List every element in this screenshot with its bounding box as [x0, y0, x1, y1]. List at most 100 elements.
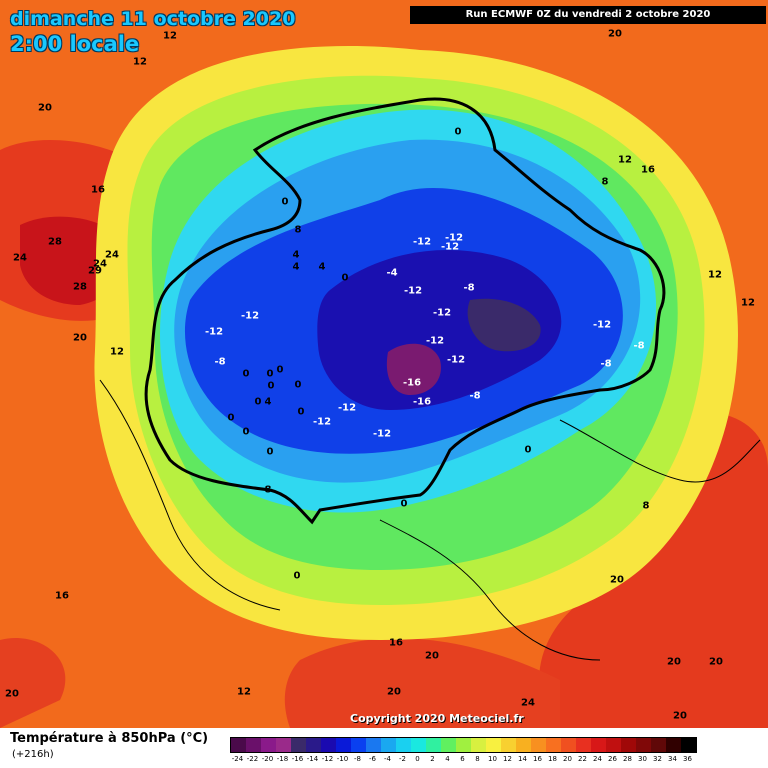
isotherm-label: 20	[5, 688, 19, 700]
isotherm-label: 8	[294, 224, 302, 236]
forecast-offset: (+216h)	[12, 749, 54, 760]
color-scale-label: -12	[321, 755, 334, 763]
isotherm-label: 16	[641, 164, 655, 176]
isotherm-label: -12	[432, 307, 452, 319]
indigo-core	[467, 298, 541, 352]
isotherm-label: 16	[91, 184, 105, 196]
color-scale-label: -8	[354, 755, 361, 763]
isotherm-label: 4	[318, 261, 326, 273]
isotherm-label: 0	[227, 412, 235, 424]
isotherm-label: 0	[341, 272, 349, 284]
color-scale-cell	[441, 738, 456, 752]
temperature-map[interactable]: dimanche 11 octobre 2020 2:00 locale Run…	[0, 0, 768, 728]
isotherm-label: -12	[337, 402, 357, 414]
color-scale-cell	[426, 738, 441, 752]
isotherm-label: 0	[400, 498, 408, 510]
coastline-asia	[559, 419, 761, 483]
isotherm-label: 4	[264, 396, 272, 408]
color-scale-cell	[471, 738, 486, 752]
color-scale-label: 2	[430, 755, 435, 763]
color-scale-cell	[591, 738, 606, 752]
isotherm-label: -16	[402, 377, 422, 389]
isotherm-label: -12	[372, 428, 392, 440]
isotherm-label: 0	[293, 570, 301, 582]
isotherm-label: 20	[673, 710, 687, 722]
color-scale-label: -22	[246, 755, 259, 763]
isotherm-label: 12	[708, 269, 722, 281]
color-scale-label: 18	[548, 755, 557, 763]
variable-title: Température à 850hPa (°C)	[10, 731, 209, 746]
color-scale-label: 28	[623, 755, 632, 763]
isotherm-label: 29	[88, 265, 102, 277]
isotherm-label: -12	[592, 319, 612, 331]
color-scale-label: 10	[488, 755, 497, 763]
color-scale-label: 16	[533, 755, 542, 763]
color-scale-label: 6	[460, 755, 465, 763]
legend-footer: Température à 850hPa (°C) (+216h) -24 -22…	[0, 728, 768, 768]
color-scale-cell	[486, 738, 501, 752]
isotherm-label: 12	[237, 686, 251, 698]
isotherm-label: 0	[254, 396, 262, 408]
isotherm-label: 0	[276, 364, 284, 376]
isotherm-label: 16	[389, 637, 403, 649]
color-scale-cell	[561, 738, 576, 752]
deepblue-band	[317, 250, 562, 410]
isotherm-label: -12	[312, 416, 332, 428]
color-scale-cell	[246, 738, 261, 752]
isotherm-label: 20	[73, 332, 87, 344]
isotherm-label: 0	[267, 380, 275, 392]
isotherm-label: 24	[13, 252, 27, 264]
color-scale-cell	[411, 738, 426, 752]
isotherm-label: 20	[709, 656, 723, 668]
color-scale	[230, 737, 697, 753]
color-scale-cell	[501, 738, 516, 752]
isotherm-label: -12	[204, 326, 224, 338]
isotherm-label: -12	[440, 241, 460, 253]
color-scale-cell	[276, 738, 291, 752]
isotherm-label: 8	[264, 484, 272, 496]
color-scale-label: -10	[336, 755, 349, 763]
isotherm-label: 20	[608, 28, 622, 40]
color-scale-cell	[456, 738, 471, 752]
color-scale-cell	[576, 738, 591, 752]
color-scale-label: -16	[291, 755, 304, 763]
isotherm-label: 20	[387, 686, 401, 698]
color-scale-cell	[531, 738, 546, 752]
color-scale-label: -4	[384, 755, 391, 763]
color-scale-label: 12	[503, 755, 512, 763]
color-scale-cell	[621, 738, 636, 752]
isotherm-label: 20	[667, 656, 681, 668]
isotherm-label: 0	[294, 379, 302, 391]
color-scale-cell	[351, 738, 366, 752]
color-scale-cell	[666, 738, 681, 752]
color-scale-label: -20	[261, 755, 274, 763]
isotherm-label: 0	[242, 426, 250, 438]
color-scale-label: 14	[518, 755, 527, 763]
color-scale-cell	[681, 738, 696, 752]
color-scale-label: 24	[593, 755, 602, 763]
isotherm-label: 0	[266, 368, 274, 380]
hot-zone-southwest	[0, 638, 66, 728]
isotherm-label: -4	[386, 267, 398, 279]
color-scale-label: 22	[578, 755, 587, 763]
isotherm-label: -8	[463, 282, 475, 294]
hot-zone-east	[539, 410, 768, 728]
isotherm-label: -12	[403, 285, 423, 297]
isotherm-label: -8	[469, 390, 481, 402]
color-scale-cell	[261, 738, 276, 752]
color-scale-cell	[321, 738, 336, 752]
color-scale-label: -14	[306, 755, 319, 763]
color-scale-cell	[336, 738, 351, 752]
isotherm-label: 28	[48, 236, 62, 248]
isotherm-label: 0	[524, 444, 532, 456]
isotherm-label: -16	[412, 396, 432, 408]
isotherm-label: 16	[55, 590, 69, 602]
color-scale-label: 36	[683, 755, 692, 763]
hot-zone-south	[284, 638, 560, 728]
isotherm-label: 24	[93, 258, 107, 270]
isotherm-label: 4	[292, 249, 300, 261]
color-scale-label: 32	[653, 755, 662, 763]
color-scale-label: 30	[638, 755, 647, 763]
isotherm-label: -8	[600, 358, 612, 370]
forecast-time: 2:00 locale	[10, 32, 140, 56]
